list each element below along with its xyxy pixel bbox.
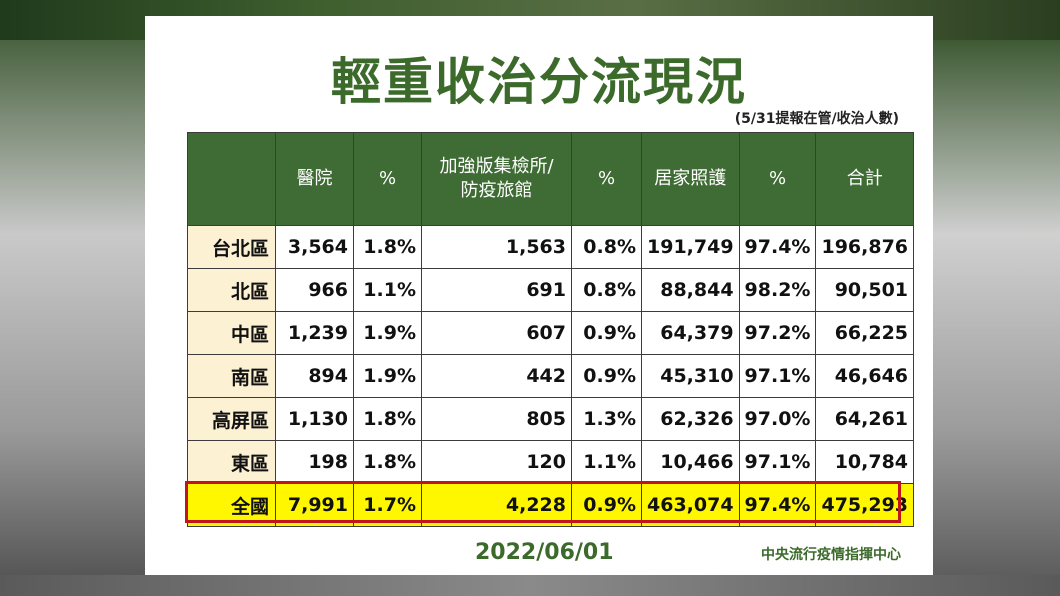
organization-name: 中央流行疫情指揮中心 bbox=[761, 547, 901, 563]
region-cell: 北區 bbox=[187, 268, 276, 312]
value-cell: 3,564 bbox=[275, 225, 354, 269]
value-cell: 97.1% bbox=[738, 354, 817, 398]
value-cell: 10,466 bbox=[641, 440, 740, 484]
table-row: 東區 198 1.8% 120 1.1% 10,466 97.1% 10,784 bbox=[187, 440, 915, 484]
value-cell: 1.1% bbox=[353, 268, 422, 312]
value-cell: 966 bbox=[275, 268, 354, 312]
value-cell: 0.9% bbox=[571, 354, 642, 398]
value-cell: 475,293 bbox=[815, 483, 915, 527]
header-cell: % bbox=[738, 132, 817, 226]
header-cell: 居家照護 bbox=[641, 132, 740, 226]
background-right bbox=[930, 40, 1060, 596]
header-row: 醫院 % 加強版集檢所/ 防疫旅館 % 居家照護 % 合計 bbox=[187, 132, 915, 226]
value-cell: 607 bbox=[421, 311, 572, 355]
value-cell: 64,261 bbox=[815, 397, 915, 441]
value-cell: 442 bbox=[421, 354, 572, 398]
header-cell: % bbox=[353, 132, 422, 226]
value-cell: 1.8% bbox=[353, 440, 422, 484]
table-row: 高屏區 1,130 1.8% 805 1.3% 62,326 97.0% 64,261 bbox=[187, 397, 915, 441]
value-cell: 88,844 bbox=[641, 268, 740, 312]
table-row: 北區 966 1.1% 691 0.8% 88,844 98.2% 90,501 bbox=[187, 268, 915, 312]
header-cell: 合計 bbox=[815, 132, 915, 226]
value-cell: 1.1% bbox=[571, 440, 642, 484]
value-cell: 97.1% bbox=[738, 440, 817, 484]
region-cell: 南區 bbox=[187, 354, 276, 398]
background-left bbox=[0, 40, 148, 596]
value-cell: 0.8% bbox=[571, 225, 642, 269]
header-cell: 醫院 bbox=[275, 132, 354, 226]
value-cell: 691 bbox=[421, 268, 572, 312]
value-cell: 894 bbox=[275, 354, 354, 398]
value-cell: 1,563 bbox=[421, 225, 572, 269]
value-cell: 97.2% bbox=[738, 311, 817, 355]
region-cell: 中區 bbox=[187, 311, 276, 355]
table-row: 中區 1,239 1.9% 607 0.9% 64,379 97.2% 66,225 bbox=[187, 311, 915, 355]
value-cell: 0.9% bbox=[571, 311, 642, 355]
total-row: 全國 7,991 1.7% 4,228 0.9% 463,074 97.4% 475,293 bbox=[187, 483, 915, 527]
value-cell: 90,501 bbox=[815, 268, 915, 312]
table-row: 台北區 3,564 1.8% 1,563 0.8% 191,749 97.4% 196,876 bbox=[187, 225, 915, 269]
value-cell: 1.8% bbox=[353, 397, 422, 441]
value-cell: 97.4% bbox=[738, 225, 817, 269]
value-cell: 196,876 bbox=[815, 225, 915, 269]
value-cell: 1,130 bbox=[275, 397, 354, 441]
region-cell: 高屏區 bbox=[187, 397, 276, 441]
region-cell: 東區 bbox=[187, 440, 276, 484]
value-cell: 198 bbox=[275, 440, 354, 484]
value-cell: 120 bbox=[421, 440, 572, 484]
region-cell: 全國 bbox=[187, 483, 276, 527]
value-cell: 97.4% bbox=[738, 483, 817, 527]
value-cell: 10,784 bbox=[815, 440, 915, 484]
value-cell: 1.9% bbox=[353, 354, 422, 398]
value-cell: 463,074 bbox=[641, 483, 740, 527]
value-cell: 98.2% bbox=[738, 268, 817, 312]
value-cell: 0.9% bbox=[571, 483, 642, 527]
value-cell: 4,228 bbox=[421, 483, 572, 527]
data-table: 醫院 % 加強版集檢所/ 防疫旅館 % 居家照護 % 合計 台北區 3,564 1.… bbox=[187, 132, 915, 527]
value-cell: 64,379 bbox=[641, 311, 740, 355]
report-date: 2022/06/01 bbox=[475, 540, 614, 565]
value-cell: 1,239 bbox=[275, 311, 354, 355]
report-subtitle: (5/31提報在管/收治人數) bbox=[734, 111, 899, 127]
value-cell: 45,310 bbox=[641, 354, 740, 398]
table-row: 南區 894 1.9% 442 0.9% 45,310 97.1% 46,646 bbox=[187, 354, 915, 398]
value-cell: 66,225 bbox=[815, 311, 915, 355]
header-cell: 加強版集檢所/ 防疫旅館 bbox=[421, 132, 572, 226]
value-cell: 1.7% bbox=[353, 483, 422, 527]
value-cell: 1.9% bbox=[353, 311, 422, 355]
page-title: 輕重收治分流現況 bbox=[331, 53, 747, 111]
value-cell: 1.3% bbox=[571, 397, 642, 441]
background-bottom bbox=[0, 575, 1060, 596]
value-cell: 7,991 bbox=[275, 483, 354, 527]
value-cell: 0.8% bbox=[571, 268, 642, 312]
value-cell: 1.8% bbox=[353, 225, 422, 269]
value-cell: 62,326 bbox=[641, 397, 740, 441]
header-cell bbox=[187, 132, 276, 226]
value-cell: 805 bbox=[421, 397, 572, 441]
region-cell: 台北區 bbox=[187, 225, 276, 269]
header-cell: % bbox=[571, 132, 642, 226]
value-cell: 97.0% bbox=[738, 397, 817, 441]
value-cell: 46,646 bbox=[815, 354, 915, 398]
slide: 輕重收治分流現況 (5/31提報在管/收治人數) 醫院 % 加強版集檢所/ 防疫… bbox=[145, 16, 933, 575]
value-cell: 191,749 bbox=[641, 225, 740, 269]
